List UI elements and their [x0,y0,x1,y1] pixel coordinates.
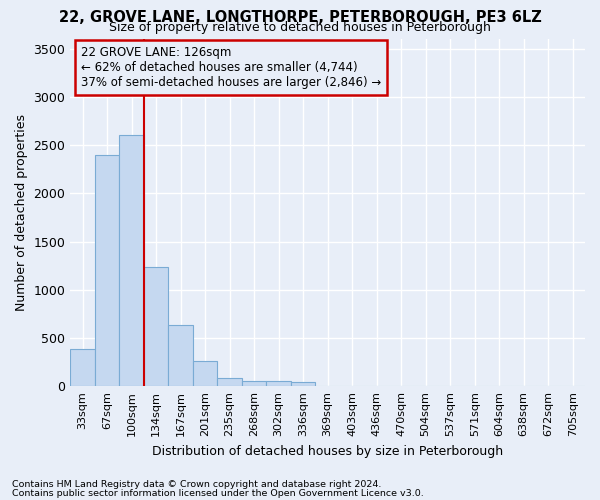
Bar [95,155,119,386]
Text: Contains HM Land Registry data © Crown copyright and database right 2024.: Contains HM Land Registry data © Crown c… [12,480,382,489]
Text: 22 GROVE LANE: 126sqm
← 62% of detached houses are smaller (4,744)
37% of semi-d: 22 GROVE LANE: 126sqm ← 62% of detached … [80,46,381,89]
Bar [242,380,266,386]
Y-axis label: Number of detached properties: Number of detached properties [15,114,28,311]
Bar [169,324,193,386]
Bar [291,382,316,386]
Text: 22, GROVE LANE, LONGTHORPE, PETERBOROUGH, PE3 6LZ: 22, GROVE LANE, LONGTHORPE, PETERBOROUGH… [59,10,541,25]
Text: Size of property relative to detached houses in Peterborough: Size of property relative to detached ho… [109,21,491,34]
Bar [193,361,217,386]
X-axis label: Distribution of detached houses by size in Peterborough: Distribution of detached houses by size … [152,444,503,458]
Bar [119,134,144,386]
Bar [266,381,291,386]
Bar [217,378,242,386]
Text: Contains public sector information licensed under the Open Government Licence v3: Contains public sector information licen… [12,488,424,498]
Bar [144,266,169,386]
Bar [70,348,95,387]
